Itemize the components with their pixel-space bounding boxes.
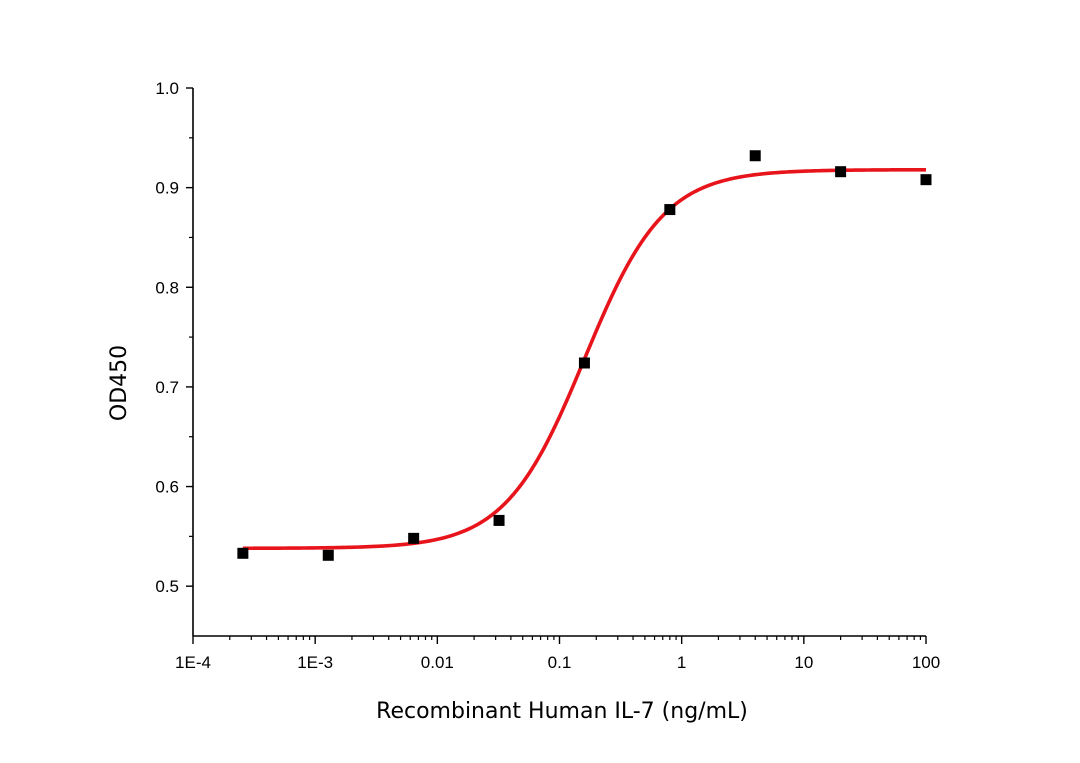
axes-layer: 0.5 0.6 0.7 0.8 0.9 1.0 1E-4 1E-3 0.01 0.1 1 10 100 [155, 79, 940, 672]
x-tick-label: 1E-4 [175, 653, 211, 672]
data-point [237, 547, 249, 559]
data-point [408, 532, 420, 544]
data-point [664, 204, 676, 216]
data-point [920, 174, 932, 186]
y-tick-label: 0.5 [155, 577, 179, 596]
x-tick-label: 1E-3 [297, 653, 333, 672]
x-axis-title: Recombinant Human IL-7 (ng/mL) [376, 699, 748, 724]
y-tick-label: 0.9 [155, 179, 179, 198]
labels-layer: Recombinant Human IL-7 (ng/mL) OD450 [107, 345, 748, 724]
y-tick-label: 1.0 [155, 79, 179, 98]
data-point [493, 514, 505, 526]
x-tick-label: 0.1 [548, 653, 572, 672]
data-point [835, 166, 847, 178]
x-tick-label: 10 [794, 653, 813, 672]
data-point [578, 357, 590, 369]
x-tick-label: 0.01 [421, 653, 454, 672]
x-tick-label: 100 [912, 653, 940, 672]
data-point [322, 549, 334, 561]
data-point [749, 150, 761, 162]
x-tick-label: 1 [677, 653, 686, 672]
data-points-layer [237, 150, 932, 561]
y-tick-label: 0.7 [155, 378, 179, 397]
y-axis-title: OD450 [107, 345, 132, 421]
y-tick-label: 0.8 [155, 278, 179, 297]
y-tick-label: 0.6 [155, 478, 179, 497]
